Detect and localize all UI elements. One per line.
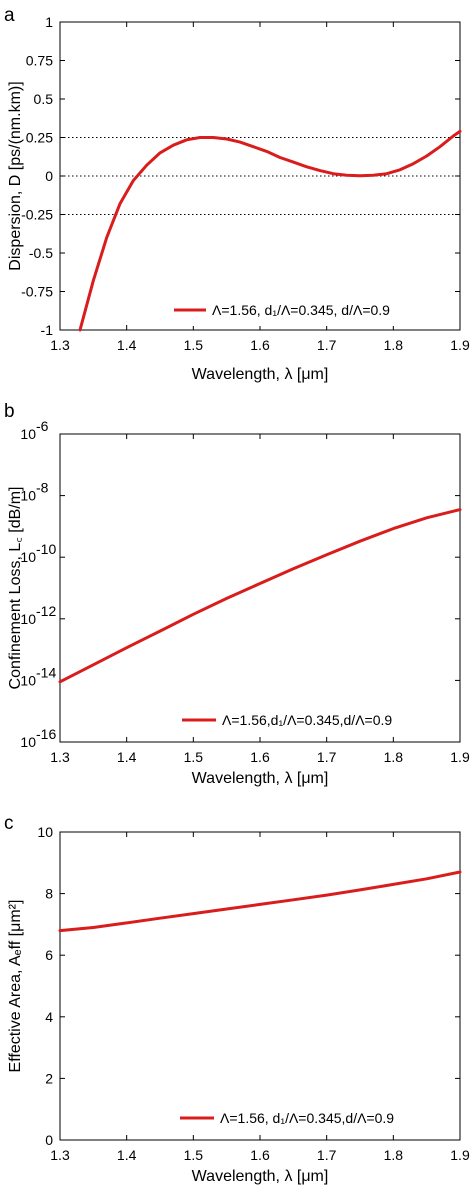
x-tick-label: 1.3 — [50, 749, 70, 765]
x-tick-label: 1.8 — [384, 749, 404, 765]
legend: Λ=1.56, d₁/Λ=0.345, d/Λ=0.9 — [168, 294, 456, 326]
x-tick-label: 1.8 — [384, 337, 404, 353]
dispersion-chart: a 1.3 1.4 1.5 1.6 1.7 1.8 1.9 -1 -0.75 -0.5 -0.25… — [4, 5, 470, 383]
y-tick-label: 0 — [45, 168, 53, 184]
y-axis-label: Dispersion, D [ps/(nm.km)] — [7, 81, 24, 270]
y-tick-label: 10 — [20, 488, 36, 504]
x-tick-label: 1.5 — [184, 337, 204, 353]
series-line — [58, 508, 462, 684]
x-tick-label: 1.3 — [50, 1147, 70, 1163]
panel-label: a — [4, 5, 15, 26]
x-tick-label: 1.4 — [117, 1147, 137, 1163]
x-axis-label: Wavelength, λ [μm] — [192, 770, 329, 787]
legend-label: Λ=1.56,d₁/Λ=0.345,d/Λ=0.9 — [222, 712, 392, 728]
y-tick-label: -1 — [41, 322, 54, 338]
y-tick-label: 2 — [45, 1070, 53, 1086]
y-tick-label: 0 — [45, 1132, 53, 1148]
series-group — [78, 129, 462, 332]
series-line — [58, 870, 462, 933]
panel-b: b 1.3 1.4 1.5 1.6 1.7 1.8 1.9 10 -16 10 -14 10 -12 1… — [0, 396, 474, 792]
y-tick-label: -0.5 — [29, 245, 53, 261]
y-tick-label: 10 — [20, 549, 36, 565]
reference-lines — [60, 136, 460, 216]
y-tick-label: 0.25 — [26, 130, 53, 146]
y-tick-label: 10 — [20, 672, 36, 688]
x-axis-label: Wavelength, λ [μm] — [192, 366, 329, 383]
x-tick-label: 1.6 — [250, 337, 270, 353]
y-tick-label: 8 — [45, 886, 53, 902]
y-tick-exponent: -16 — [36, 726, 56, 742]
panel-c: c 1.3 1.4 1.5 1.6 1.7 1.8 1.9 0 2 4 6 8 10 Waveleng… — [0, 792, 474, 1188]
x-tick-label: 1.3 — [50, 337, 70, 353]
y-tick-label: 6 — [45, 947, 53, 963]
series-line — [78, 129, 462, 332]
y-axis-ticks: 0 2 4 6 8 10 — [37, 824, 460, 1148]
y-tick-label: -0.75 — [21, 284, 53, 300]
y-tick-label: 10 — [20, 611, 36, 627]
y-tick-exponent: -8 — [36, 480, 49, 496]
y-tick-label: -0.25 — [21, 207, 53, 223]
series-group — [58, 508, 462, 684]
legend-box — [176, 704, 456, 736]
plot-frame — [59, 831, 461, 1141]
y-axis-label: Effective Area, Aₑff [μm²] — [7, 900, 24, 1073]
x-tick-label: 1.4 — [117, 749, 137, 765]
y-tick-label: 10 — [37, 824, 53, 840]
y-tick-exponent: -10 — [36, 541, 56, 557]
legend-box — [168, 294, 456, 326]
x-tick-label: 1.8 — [384, 1147, 404, 1163]
x-axis-label: Wavelength, λ [μm] — [192, 1168, 329, 1185]
x-tick-label: 1.5 — [184, 749, 204, 765]
plot-frame — [59, 433, 461, 743]
x-axis-ticks: 1.3 1.4 1.5 1.6 1.7 1.8 1.9 — [50, 434, 470, 765]
y-axis-label: Confinement Loss, L꜀ [dB/m] — [7, 487, 24, 690]
x-tick-label: 1.5 — [184, 1147, 204, 1163]
panel-a: a 1.3 1.4 1.5 1.6 1.7 1.8 1.9 -1 -0.75 -0.5 -0.25… — [0, 0, 474, 396]
y-tick-label: 4 — [45, 1009, 53, 1025]
x-tick-label: 1.9 — [450, 337, 470, 353]
y-tick-label: 0.5 — [34, 91, 54, 107]
x-tick-label: 1.9 — [450, 1147, 470, 1163]
legend: Λ=1.56,d₁/Λ=0.345,d/Λ=0.9 — [176, 704, 456, 736]
x-tick-label: 1.6 — [250, 1147, 270, 1163]
y-tick-label: 10 — [20, 426, 36, 442]
y-tick-exponent: -12 — [36, 603, 56, 619]
legend: Λ=1.56, d₁/Λ=0.345,d/Λ=0.9 — [174, 1102, 456, 1134]
panel-label: b — [4, 401, 15, 422]
x-axis-ticks: 1.3 1.4 1.5 1.6 1.7 1.8 1.9 — [50, 832, 470, 1163]
legend-label: Λ=1.56, d₁/Λ=0.345, d/Λ=0.9 — [212, 302, 390, 318]
x-axis-ticks: 1.3 1.4 1.5 1.6 1.7 1.8 1.9 — [50, 22, 470, 353]
x-tick-label: 1.6 — [250, 749, 270, 765]
legend-box — [174, 1102, 456, 1134]
panel-label: c — [4, 813, 14, 834]
y-axis-ticks: -1 -0.75 -0.5 -0.25 0 0.25 0.5 0.75 1 — [21, 14, 460, 338]
x-tick-label: 1.7 — [317, 337, 337, 353]
x-tick-label: 1.7 — [317, 749, 337, 765]
x-tick-label: 1.4 — [117, 337, 137, 353]
x-tick-label: 1.7 — [317, 1147, 337, 1163]
y-tick-label: 1 — [45, 14, 53, 30]
legend-label: Λ=1.56, d₁/Λ=0.345,d/Λ=0.9 — [220, 1110, 394, 1126]
series-group — [58, 870, 462, 933]
y-tick-label: 0.75 — [26, 53, 53, 69]
x-tick-label: 1.9 — [450, 749, 470, 765]
y-tick-label: 10 — [20, 734, 36, 750]
effective-area-chart: c 1.3 1.4 1.5 1.6 1.7 1.8 1.9 0 2 4 6 8 10 Waveleng… — [4, 813, 470, 1185]
y-tick-exponent: -14 — [36, 664, 56, 680]
y-tick-exponent: -6 — [36, 418, 49, 434]
